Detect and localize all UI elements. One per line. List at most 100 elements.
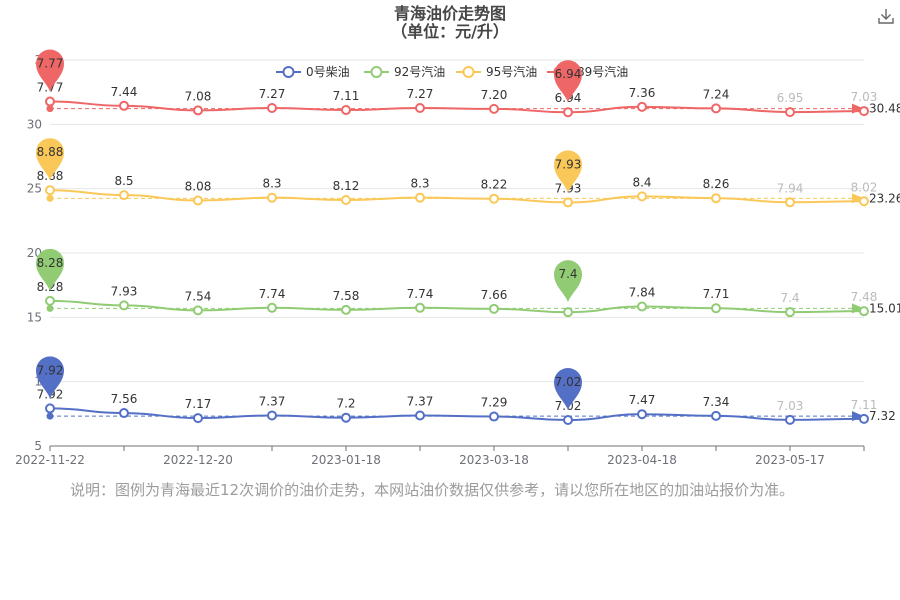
data-point	[711, 410, 721, 421]
data-point	[711, 193, 721, 204]
data-label: 8.5	[114, 174, 133, 188]
marker-pin-shape	[36, 248, 64, 291]
data-point	[637, 101, 647, 112]
data-label: 7.24	[703, 87, 730, 101]
data-point	[193, 305, 203, 316]
data-point	[859, 196, 869, 207]
data-point	[267, 102, 277, 113]
data-label: 7.56	[111, 392, 138, 406]
x-tick-label: 2022-12-20	[163, 453, 233, 467]
data-point	[785, 197, 795, 208]
y-tick-label: 5	[34, 439, 42, 453]
data-label: 7.74	[407, 287, 434, 301]
data-label: 8.22	[481, 178, 508, 192]
marker-pin-shape	[554, 60, 582, 103]
marker-pin-shape	[36, 49, 64, 92]
data-point	[489, 193, 499, 204]
chart-note: 说明：图例为青海最近12次调价的油价走势，本网站油价数据仅供参考，请以您所在地区…	[70, 481, 795, 499]
data-label: 7.36	[629, 86, 656, 100]
series-line	[49, 100, 865, 114]
marker-pin-shape	[554, 368, 582, 411]
data-point	[119, 300, 129, 311]
legend-item-3: 95号汽油	[456, 64, 537, 79]
data-label: 7.44	[111, 85, 138, 99]
data-point	[45, 295, 55, 306]
download-icon[interactable]	[876, 6, 896, 26]
average-start-dot	[46, 412, 54, 420]
chart-subtitle: （单位：元/升）	[391, 22, 509, 41]
data-label: 7.2	[336, 397, 355, 411]
data-label: 7.27	[407, 87, 434, 101]
data-point	[859, 306, 869, 317]
data-label: 8.3	[410, 177, 429, 191]
marker-pin-shape	[36, 356, 64, 399]
data-label: 7.11	[851, 398, 878, 412]
marker-pin-label: 7.92	[37, 363, 64, 377]
data-point	[563, 415, 573, 426]
data-label: 7.71	[703, 287, 730, 301]
data-point	[711, 303, 721, 314]
data-label: 6.95	[777, 91, 804, 105]
data-label: 7.93	[111, 284, 138, 298]
series-line	[49, 189, 865, 204]
y-tick-label: 30	[27, 117, 42, 131]
data-point	[267, 302, 277, 313]
series-line	[49, 407, 865, 422]
data-label: 7.34	[703, 395, 730, 409]
series-1: 7.32 7.56 7.17 7.37 7.2 7.37 7.29 7.47 7.34 7.03 7…	[36, 356, 896, 426]
data-label: 7.08	[185, 89, 212, 103]
average-label: 15.01	[869, 301, 900, 315]
data-point	[341, 105, 351, 116]
max-marker-pin: 8.88	[36, 138, 64, 181]
data-point	[267, 410, 277, 421]
x-tick-label: 2023-03-18	[459, 453, 529, 467]
marker-pin-shape	[554, 260, 582, 303]
average-start-dot	[46, 105, 54, 113]
data-point	[415, 192, 425, 203]
data-label: 8.08	[185, 180, 212, 194]
data-label: 7.11	[333, 89, 360, 103]
average-label: 23.26	[869, 191, 900, 205]
chart-title: 青海油价走势图	[393, 4, 506, 23]
x-tick-label: 2022-11-22	[15, 453, 85, 467]
legend-item-2: 92号汽油	[364, 64, 445, 79]
data-point	[267, 192, 277, 203]
data-point	[637, 301, 647, 312]
min-marker-pin: 7.4	[554, 260, 582, 303]
data-point	[489, 411, 499, 422]
data-label: 8.02	[851, 180, 878, 194]
data-point	[341, 304, 351, 315]
data-point	[563, 307, 573, 318]
data-label: 7.48	[851, 290, 878, 304]
data-point	[45, 403, 55, 414]
data-label: 7.03	[777, 399, 804, 413]
series-3: 23.26 8.5 8.08 8.3 8.12 8.3 8.22 8.4 8.26 7.94 8.0…	[36, 138, 900, 208]
data-point	[119, 408, 129, 419]
marker-pin-label: 6.94	[555, 67, 582, 81]
data-label: 7.47	[629, 393, 656, 407]
average-start-dot	[46, 304, 54, 312]
data-label: 7.27	[259, 87, 286, 101]
data-label: 7.4	[780, 291, 799, 305]
data-point	[341, 412, 351, 423]
data-point	[193, 195, 203, 206]
data-label: 7.54	[185, 289, 212, 303]
data-point	[415, 302, 425, 313]
marker-pin-shape	[554, 150, 582, 193]
data-point	[859, 413, 869, 424]
max-marker-pin: 7.92	[36, 356, 64, 399]
data-point	[415, 410, 425, 421]
marker-pin-label: 7.02	[555, 375, 582, 389]
data-point	[785, 414, 795, 425]
data-label: 8.3	[262, 177, 281, 191]
data-label: 7.94	[777, 181, 804, 195]
data-label: 7.74	[259, 287, 286, 301]
series-4: 30.48 7.44 7.08 7.27 7.11 7.27 7.20 7.36 7.24 6.9…	[36, 49, 900, 118]
legend-label: 0号柴油	[306, 65, 350, 79]
data-label: 7.17	[185, 397, 212, 411]
max-marker-pin: 7.77	[36, 49, 64, 92]
min-marker-pin: 7.02	[554, 368, 582, 411]
data-point	[193, 105, 203, 116]
data-point	[119, 190, 129, 201]
